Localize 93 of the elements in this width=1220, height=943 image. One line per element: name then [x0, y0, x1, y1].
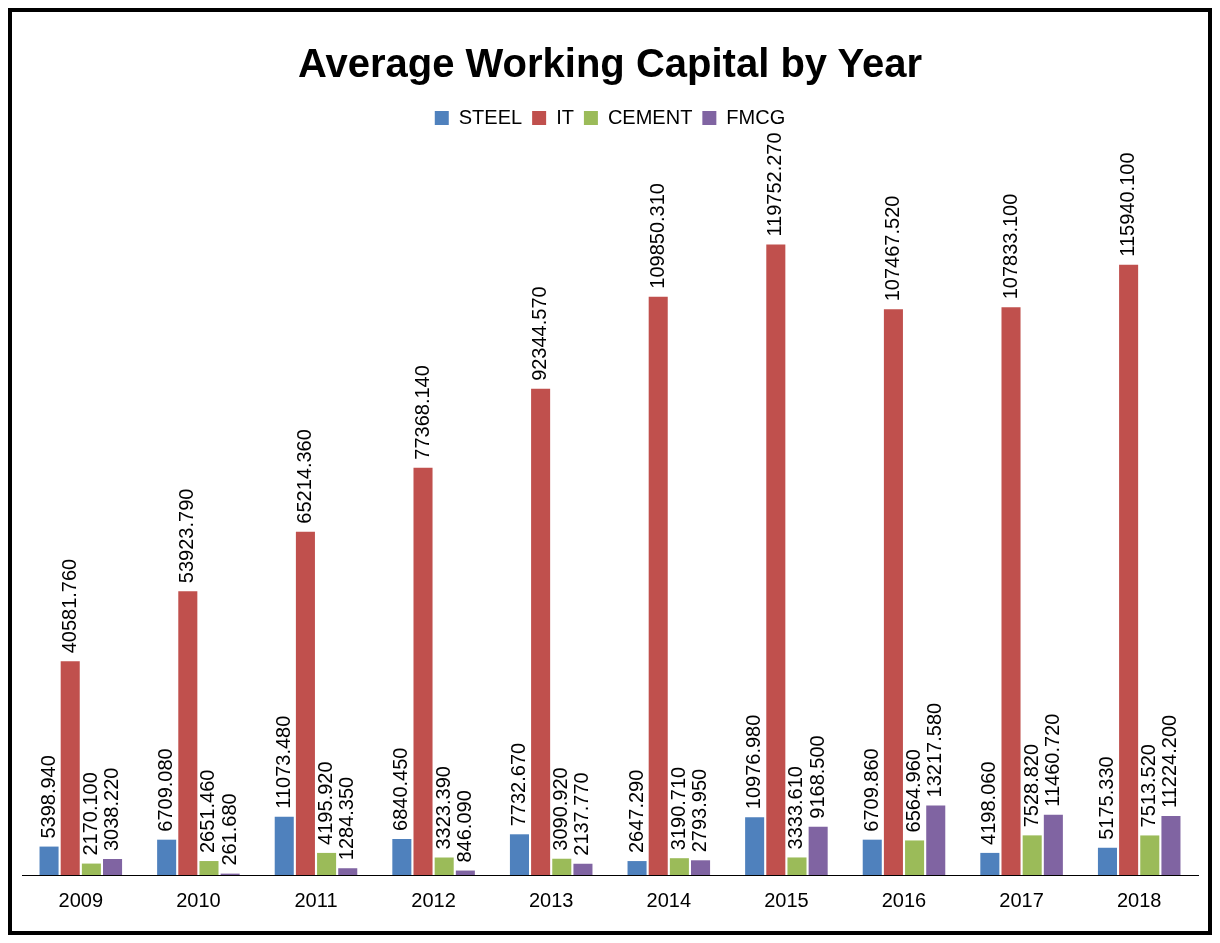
data-label: 3323.390	[431, 766, 454, 850]
data-label: 6840.450	[389, 747, 412, 831]
x-tick-label: 2016	[881, 888, 927, 911]
bar	[338, 868, 358, 875]
x-tick-label: 2013	[528, 888, 574, 911]
bar	[157, 839, 177, 875]
bar	[1001, 307, 1021, 875]
data-label: 7732.670	[506, 742, 529, 827]
bar	[295, 531, 315, 875]
data-label: 65214.360	[292, 429, 315, 524]
x-tick-label: 2017	[999, 888, 1044, 911]
bar	[787, 857, 807, 875]
bar	[199, 861, 219, 875]
bar	[413, 467, 433, 875]
bar	[1097, 847, 1117, 875]
bar	[691, 860, 711, 875]
data-label: 40581.760	[57, 558, 80, 654]
bar	[1022, 835, 1042, 875]
data-label: 4198.060	[977, 761, 1000, 845]
bar	[1043, 814, 1063, 875]
bar	[552, 858, 572, 875]
data-label: 107467.520	[880, 195, 903, 302]
x-tick-label: 2011	[294, 888, 338, 911]
data-label: 119752.270	[763, 132, 786, 237]
bar	[392, 838, 412, 875]
x-tick-label: 2014	[646, 888, 692, 911]
data-label: 77368.140	[410, 365, 433, 460]
bar	[573, 863, 593, 875]
bar	[39, 846, 59, 875]
data-label: 53923.790	[175, 488, 198, 584]
data-label: 261.680	[217, 793, 240, 866]
x-tick-label: 2009	[58, 888, 104, 911]
data-label: 10976.980	[742, 714, 765, 810]
bar	[669, 858, 689, 875]
data-label: 5398.940	[36, 755, 59, 839]
data-label: 6709.080	[154, 748, 177, 832]
data-label: 3038.220	[100, 767, 123, 852]
data-label: 3190.710	[666, 766, 689, 851]
bar	[627, 861, 647, 875]
data-label: 11073.480	[271, 715, 294, 809]
data-label: 92344.570	[528, 286, 551, 381]
data-label: 107833.100	[998, 193, 1021, 300]
data-label: 7513.520	[1137, 744, 1160, 828]
data-label: 9168.500	[805, 735, 828, 819]
bar	[905, 840, 925, 875]
bar	[274, 816, 294, 875]
legend-label: CEMENT	[607, 105, 693, 128]
legend-label: FMCG	[726, 105, 786, 128]
x-tick-label: 2012	[411, 888, 456, 911]
bar	[1161, 815, 1181, 875]
bar	[81, 863, 101, 875]
chart-title: Average Working Capital by Year	[298, 41, 922, 86]
x-tick-label: 2015	[764, 888, 809, 911]
data-label: 4195.920	[314, 761, 337, 845]
bar	[980, 852, 1000, 875]
data-label: 2793.950	[688, 768, 711, 853]
bar	[317, 852, 337, 875]
x-tick-label: 2010	[176, 888, 221, 911]
data-label: 7528.820	[1019, 743, 1042, 828]
data-label: 2137.770	[570, 772, 593, 856]
legend-label: STEEL	[458, 105, 523, 128]
data-label: 11460.720	[1040, 713, 1063, 807]
bar	[1119, 264, 1139, 875]
bar	[178, 591, 198, 875]
bar	[808, 826, 828, 875]
bar	[103, 859, 123, 875]
bar	[766, 244, 786, 875]
bar	[1140, 835, 1160, 875]
legend-label: IT	[556, 105, 574, 128]
data-label: 109850.310	[645, 183, 668, 289]
bar	[745, 817, 765, 875]
data-label: 6564.960	[902, 749, 925, 833]
bar	[648, 296, 668, 875]
data-label: 11224.200	[1158, 714, 1181, 808]
bar	[60, 661, 80, 875]
bar	[434, 857, 454, 875]
data-label: 3333.610	[784, 766, 807, 850]
data-label: 13217.580	[923, 702, 946, 798]
data-label: 3090.920	[549, 767, 572, 851]
data-label: 2647.290	[624, 769, 647, 854]
data-label: 1284.350	[335, 776, 358, 861]
data-label: 846.090	[452, 790, 475, 863]
data-label: 2651.460	[196, 769, 219, 854]
bar	[862, 839, 882, 875]
data-label: 115940.100	[1116, 152, 1139, 257]
bar	[531, 388, 551, 875]
x-tick-label: 2018	[1116, 888, 1162, 911]
data-label: 2170.100	[78, 772, 101, 856]
data-label: 5175.330	[1094, 756, 1117, 840]
bar	[926, 805, 946, 875]
bar	[883, 309, 903, 875]
bar	[509, 834, 529, 875]
data-label: 6709.860	[859, 748, 882, 832]
